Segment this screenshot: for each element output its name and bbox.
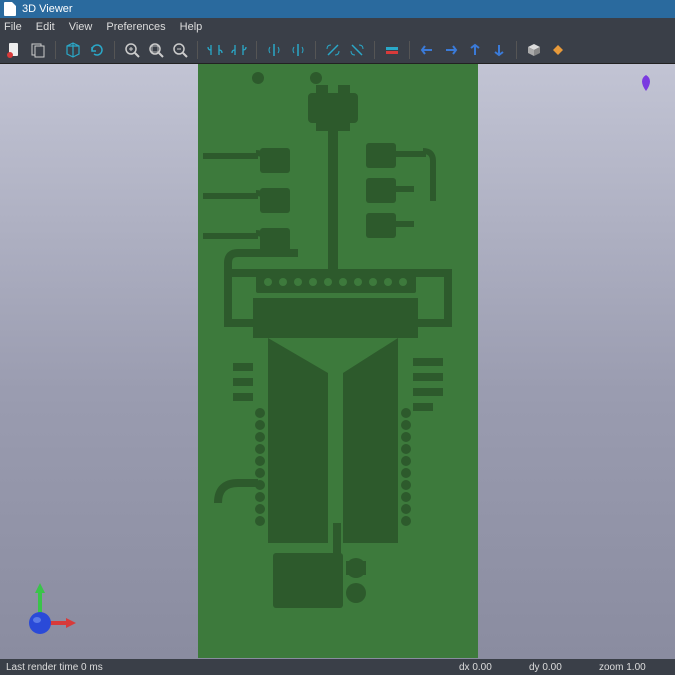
rotv-b-icon[interactable] (288, 40, 308, 60)
zoom-fit-icon[interactable] (146, 40, 166, 60)
status-dx: dx 0.00 (459, 662, 529, 673)
window-title: 3D Viewer (22, 3, 73, 15)
cursor-3d-icon (637, 74, 655, 92)
toolbar-separator (256, 41, 257, 59)
toolbar-separator (516, 41, 517, 59)
toolbar-separator (374, 41, 375, 59)
pcb-render (198, 64, 478, 658)
viewport-3d[interactable] (0, 64, 675, 659)
status-dy: dy 0.00 (529, 662, 599, 673)
menu-file[interactable]: File (4, 21, 22, 33)
cube-icon[interactable] (63, 40, 83, 60)
refresh-icon[interactable] (87, 40, 107, 60)
rotd-a-icon[interactable] (323, 40, 343, 60)
arrow-right-icon[interactable] (441, 40, 461, 60)
box-icon[interactable] (524, 40, 544, 60)
arrow-down-icon[interactable] (489, 40, 509, 60)
menu-view[interactable]: View (69, 21, 93, 33)
copy-icon[interactable] (28, 40, 48, 60)
toolbar-separator (197, 41, 198, 59)
zoom-in-icon[interactable] (122, 40, 142, 60)
app-window: 3D Viewer File Edit View Preferences Hel… (0, 0, 675, 675)
diamond-icon[interactable] (548, 40, 568, 60)
arrow-left-icon[interactable] (417, 40, 437, 60)
zoom-out-icon[interactable] (170, 40, 190, 60)
rotv-a-icon[interactable] (264, 40, 284, 60)
app-icon (4, 2, 16, 16)
status-render-time: Last render time 0 ms (6, 662, 459, 673)
axis-gizmo[interactable] (18, 581, 78, 641)
titlebar[interactable]: 3D Viewer (0, 0, 675, 18)
flip-h-b-icon[interactable] (229, 40, 249, 60)
statusbar: Last render time 0 ms dx 0.00 dy 0.00 zo… (0, 659, 675, 675)
toolbar-separator (409, 41, 410, 59)
layers-icon[interactable] (382, 40, 402, 60)
menu-edit[interactable]: Edit (36, 21, 55, 33)
toolbar-separator (114, 41, 115, 59)
flip-h-a-icon[interactable] (205, 40, 225, 60)
toolbar (0, 36, 675, 64)
menubar: File Edit View Preferences Help (0, 18, 675, 36)
pcb-board (198, 64, 478, 659)
arrow-up-icon[interactable] (465, 40, 485, 60)
toolbar-separator (315, 41, 316, 59)
menu-help[interactable]: Help (180, 21, 203, 33)
status-zoom: zoom 1.00 (599, 662, 669, 673)
toolbar-separator (55, 41, 56, 59)
rotd-b-icon[interactable] (347, 40, 367, 60)
new-file-icon[interactable] (4, 40, 24, 60)
menu-preferences[interactable]: Preferences (106, 21, 165, 33)
